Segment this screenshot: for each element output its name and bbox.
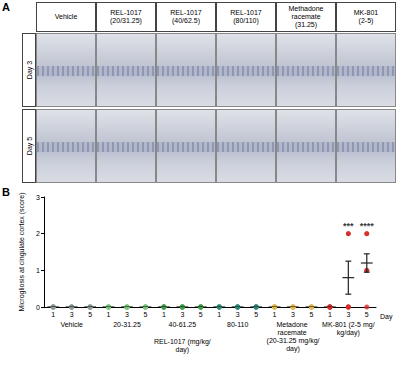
svg-text:80-110: 80-110 (227, 321, 248, 328)
html-text:B: B (2, 186, 10, 198)
html-text:(20/31.25): (20/31.25) (110, 17, 142, 24)
svg-text:day): day) (176, 346, 190, 354)
svg-text:Metadone: Metadone (276, 321, 309, 328)
svg-text:MK-801 (2-5 mg/: MK-801 (2-5 mg/ (322, 321, 375, 329)
svg-text:5: 5 (199, 311, 203, 318)
svg-text:3: 3 (180, 311, 184, 318)
svg-text:2: 2 (36, 230, 40, 237)
html-text:Day 5: Day 5 (25, 136, 33, 156)
html-text:REL-1017: REL-1017 (110, 9, 142, 16)
svg-text:Microgliosis at cingulate cort: Microgliosis at cingulate cortex (score) (18, 192, 26, 311)
html-text:(80/110): (80/110) (233, 17, 259, 24)
html-text:Day 3: Day 3 (25, 60, 33, 80)
html-text:Vehicle: Vehicle (54, 13, 78, 20)
svg-text:3: 3 (125, 311, 129, 318)
html-text:(31.25): (31.25) (294, 21, 318, 28)
svg-text:REL-1017 (mg/kg/: REL-1017 (mg/kg/ (154, 338, 211, 346)
svg-text:5: 5 (254, 311, 258, 318)
svg-text:1: 1 (51, 311, 55, 318)
svg-text:Vehicle: Vehicle (60, 321, 83, 328)
html-text:A: A (2, 1, 10, 13)
svg-text:3: 3 (346, 311, 350, 318)
html-text:MK-801: MK-801 (353, 9, 379, 16)
html-text:REL-1017: REL-1017 (170, 9, 202, 16)
svg-text:kg/day): kg/day) (337, 329, 360, 337)
svg-text:1: 1 (217, 311, 221, 318)
svg-text:3: 3 (236, 311, 240, 318)
svg-text:3: 3 (70, 311, 74, 318)
html-text:(40/62.5): (40/62.5) (172, 17, 200, 24)
svg-text:20-31.25: 20-31.25 (113, 321, 141, 328)
html-text:(2-5): (2-5) (358, 17, 374, 24)
svg-text:5: 5 (143, 311, 147, 318)
svg-text:1: 1 (328, 311, 332, 318)
svg-text:day): day) (286, 345, 300, 353)
svg-text:5: 5 (88, 311, 92, 318)
svg-text:1: 1 (162, 311, 166, 318)
svg-text:(20-31.25 mg/kg/: (20-31.25 mg/kg/ (267, 337, 320, 345)
svg-text:Day: Day (380, 313, 393, 321)
svg-text:5: 5 (365, 311, 369, 318)
html-text:REL-1017: REL-1017 (230, 9, 262, 16)
svg-text:1: 1 (273, 311, 277, 318)
svg-text:1: 1 (107, 311, 111, 318)
svg-text:5: 5 (309, 311, 313, 318)
svg-text:0: 0 (36, 304, 40, 311)
svg-text:3: 3 (36, 194, 40, 201)
html-text:Methadone racemate: Methadone racemate (288, 5, 324, 20)
svg-text:40-61.25: 40-61.25 (169, 321, 197, 328)
svg-text:***: *** (343, 221, 354, 231)
svg-text:****: **** (360, 221, 375, 231)
svg-text:1: 1 (36, 267, 40, 274)
svg-text:racemate: racemate (277, 329, 308, 336)
svg-text:3: 3 (291, 311, 295, 318)
